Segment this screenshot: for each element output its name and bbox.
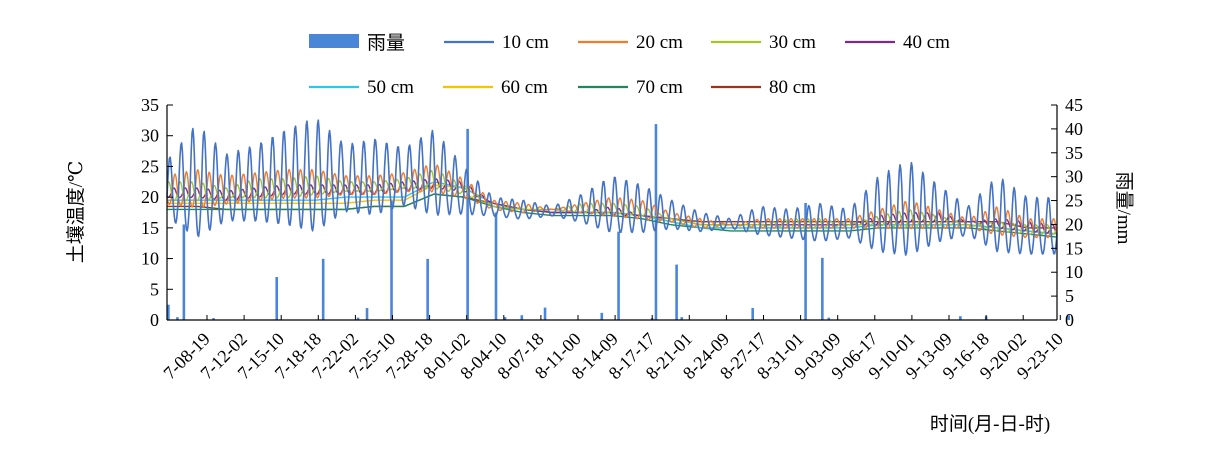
rain-bar — [959, 316, 962, 320]
y2-tick-label: 5 — [1065, 286, 1074, 306]
legend-label: 40 cm — [903, 32, 950, 53]
rain-bar — [617, 231, 620, 320]
rain-bar — [176, 317, 179, 320]
y-tick-label: 15 — [141, 218, 159, 238]
y2-tick-label: 30 — [1065, 167, 1083, 187]
rain-bar — [466, 128, 469, 320]
legend-label-rain: 雨量 — [367, 33, 405, 54]
y-tick-label: 30 — [141, 126, 159, 146]
rain-bar — [356, 317, 360, 320]
temperature-lines — [166, 119, 1058, 256]
legend-label: 70 cm — [636, 77, 683, 98]
series-line-10cm — [166, 119, 1058, 256]
rain-bar — [426, 258, 429, 320]
rain-bar — [390, 200, 393, 320]
rain-bar — [520, 315, 524, 320]
rain-bar — [1067, 315, 1071, 320]
y-tick-label: 35 — [141, 95, 159, 115]
x-axis-label: 时间(月-日-时) — [930, 413, 1050, 435]
legend-label: 50 cm — [367, 77, 414, 98]
rain-bar — [321, 258, 325, 320]
rain-bar — [212, 318, 215, 320]
y2-tick-label: 40 — [1065, 119, 1083, 139]
rain-bar — [182, 224, 186, 320]
y2-tick-label: 35 — [1065, 143, 1083, 163]
y2-tick-label: 10 — [1065, 262, 1083, 282]
rain-bar — [543, 307, 547, 320]
rain-bar — [680, 317, 684, 320]
rain-bar — [804, 202, 807, 320]
rain-bar — [275, 277, 279, 320]
y-tick-label: 0 — [150, 310, 159, 330]
y2-axis-label: 雨量/mm — [1113, 172, 1134, 245]
y2-tick-label: 15 — [1065, 238, 1083, 258]
legend-label: 30 cm — [769, 32, 816, 53]
y2-tick-label: 45 — [1065, 95, 1083, 115]
rain-bar — [167, 304, 170, 320]
y2-tick-label: 25 — [1065, 191, 1083, 211]
legend-label: 80 cm — [769, 77, 816, 98]
y-tick-label: 10 — [141, 249, 159, 269]
rain-bar — [821, 257, 824, 320]
rain-bar — [494, 212, 498, 320]
rain-bar — [600, 312, 604, 320]
legend: 雨量 10 cm 20 cm 30 cm 40 cm 50 cm 60 cm 70 cm 80 … — [309, 32, 950, 98]
axes: 051015202530350510152025303540457-08-197… — [141, 95, 1083, 383]
y-tick-label: 20 — [141, 187, 159, 207]
rain-bar — [503, 317, 507, 320]
legend-swatch-rain — [309, 34, 359, 48]
y2-tick-label: 0 — [1065, 310, 1074, 330]
rain-bars — [167, 124, 1071, 320]
legend-label: 20 cm — [636, 32, 683, 53]
legend-label: 10 cm — [502, 32, 549, 53]
rain-bar — [827, 317, 831, 320]
y-axis-label: 土壤温度/℃ — [65, 161, 87, 264]
y2-tick-label: 20 — [1065, 214, 1083, 234]
rain-bar — [675, 264, 678, 320]
legend-label: 60 cm — [501, 77, 548, 98]
y-tick-label: 5 — [150, 279, 159, 299]
y-tick-label: 25 — [141, 156, 159, 176]
rain-bar — [365, 308, 369, 320]
rain-bar — [751, 308, 754, 320]
